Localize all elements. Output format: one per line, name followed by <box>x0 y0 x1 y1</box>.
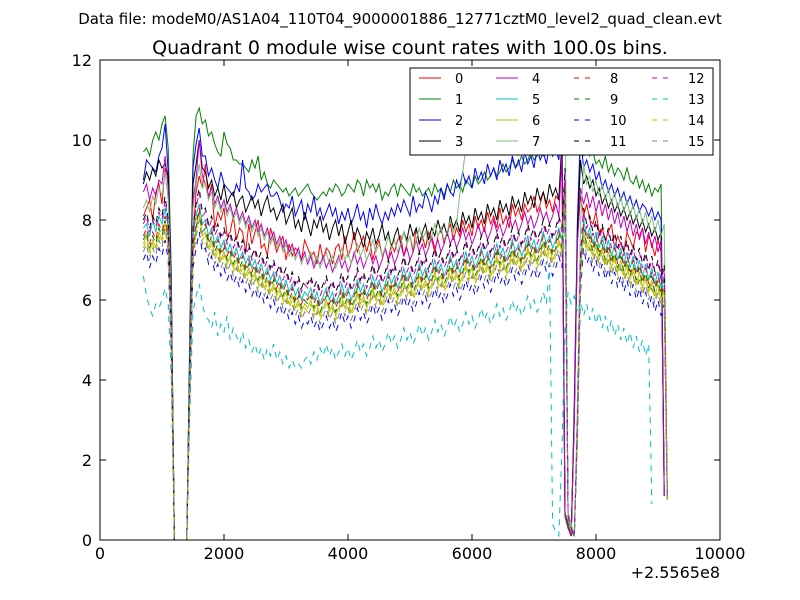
legend-label-9: 9 <box>610 93 618 108</box>
legend-label-6: 6 <box>532 114 540 129</box>
legend-label-3: 3 <box>455 135 463 150</box>
series-line-10 <box>142 207 668 540</box>
x-tick-label: 6000 <box>452 544 493 563</box>
legend-box <box>409 67 714 156</box>
y-tick-label: 0 <box>82 531 92 550</box>
legend-label-10: 10 <box>610 114 627 129</box>
y-tick-label: 10 <box>72 131 92 150</box>
legend-label-0: 0 <box>455 72 463 87</box>
y-tick-label: 12 <box>72 51 92 70</box>
legend-label-4: 4 <box>532 72 540 87</box>
figure-suptitle: Data file: modeM0/AS1A04_110T04_90000018… <box>78 10 722 29</box>
series-layer <box>142 71 668 540</box>
series-line-13 <box>142 263 653 540</box>
x-tick-label: 8000 <box>576 544 617 563</box>
x-tick-label: 2000 <box>204 544 245 563</box>
series-line-15 <box>142 195 668 540</box>
y-tick-label: 8 <box>82 211 92 230</box>
legend-label-1: 1 <box>455 93 463 108</box>
legend-label-5: 5 <box>532 93 540 108</box>
legend-label-14: 14 <box>688 114 705 129</box>
y-tick-label: 6 <box>82 291 92 310</box>
legend-label-8: 8 <box>610 72 618 87</box>
series-line-4 <box>142 139 665 540</box>
x-tick-label: 10000 <box>695 544 746 563</box>
chart-title: Quadrant 0 module wise count rates with … <box>152 37 668 59</box>
series-line-14 <box>142 191 668 540</box>
legend-label-11: 11 <box>610 135 627 150</box>
legend-label-12: 12 <box>688 72 705 87</box>
x-tick-label: 4000 <box>328 544 369 563</box>
x-tick-label: 0 <box>95 544 105 563</box>
x-offset-label: +2.5565e8 <box>631 563 720 582</box>
y-tick-label: 4 <box>82 371 92 390</box>
x-axis: 0 2000 4000 6000 8000 10000 <box>95 60 746 563</box>
legend-label-15: 15 <box>688 135 705 150</box>
y-tick-label: 2 <box>82 451 92 470</box>
legend-label-2: 2 <box>455 114 463 129</box>
legend-label-13: 13 <box>688 93 705 108</box>
series-line-7 <box>142 71 668 540</box>
series-line-11 <box>142 167 668 540</box>
legend-label-7: 7 <box>532 135 540 150</box>
